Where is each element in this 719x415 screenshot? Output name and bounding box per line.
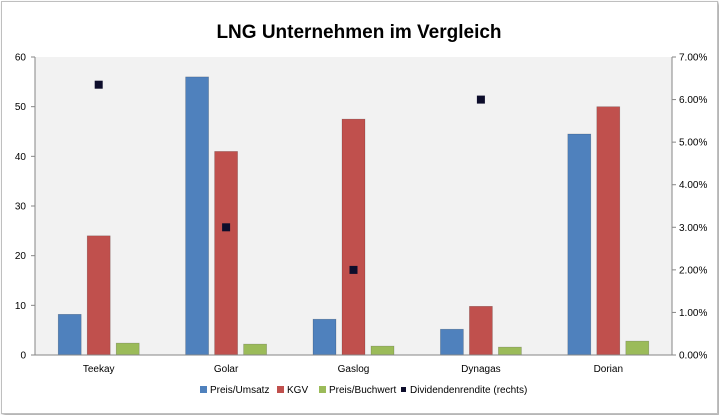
bar-preis-umsatz-gaslog [312,318,337,356]
legend-label-preis-umsatz: Preis/Umsatz [210,385,269,396]
bar-preis-buchwert-dorian [625,340,650,356]
bar-preis-umsatz-dynagas [440,328,464,356]
y-right-tick-label: 5.00% [679,138,707,149]
bar-preis-buchwert-dynagas [498,346,522,356]
x-tick-label-gaslog: Gaslog [338,364,370,375]
chart-title: LNG Unternehmen im Vergleich [216,22,501,43]
marker-dividendenrendite-gaslog [349,265,358,274]
y-right-tick-label: 1.00% [679,308,707,319]
marker-dividendenrendite-dynagas [476,95,485,104]
marker-dividendenrendite-teekay [94,80,103,89]
legend: Preis/Umsatz KGV Preis/Buchwert Dividendenr… [200,385,527,396]
y-left-tick-label: 10 [15,301,27,312]
x-tick-label-dynagas: Dynagas [461,364,500,375]
legend-swatch-preis-buchwert [319,386,326,393]
y-right-tick-label: 2.00% [679,265,707,276]
legend-label-dividendenrendite-rechts: Dividendenrendite (rechts) [410,385,527,396]
bar-kgv-teekay [86,235,111,356]
legend-swatch-dividendenrendite-rechts [401,387,406,392]
x-tick-label-golar: Golar [214,364,239,375]
y-left-tick-label: 50 [15,102,27,113]
y-right-tick-label: 7.00% [679,53,707,64]
legend-swatch-kgv [277,386,284,393]
x-tick-label-dorian: Dorian [594,364,623,375]
y-left-tick-label: 0 [20,351,26,362]
bar-kgv-dorian [596,106,621,356]
x-tick-label-teekay: Teekay [83,364,115,375]
y-right-tick-label: 4.00% [679,180,707,191]
legend-swatch-preis-umsatz [200,386,207,393]
bar-preis-buchwert-teekay [115,342,140,356]
y-left-tick-label: 40 [15,152,27,163]
bar-preis-umsatz-golar [185,76,209,356]
bar-preis-umsatz-teekay [57,313,82,356]
y-right-tick-label: 6.00% [679,95,707,106]
y-right-tick-label: 3.00% [679,223,707,234]
bar-kgv-golar [214,151,238,356]
legend-label-kgv: KGV [287,385,308,396]
bar-preis-buchwert-gaslog [370,345,395,356]
bar-kgv-dynagas [469,305,493,356]
bar-preis-buchwert-golar [243,343,267,356]
marker-dividendenrendite-golar [222,223,231,232]
bar-preis-umsatz-dorian [567,133,592,356]
legend-label-preis-buchwert: Preis/Buchwert [329,385,396,396]
y-left-tick-label: 30 [15,202,27,213]
bar-kgv-gaslog [341,118,366,356]
y-left-tick-label: 20 [15,251,27,262]
y-right-tick-label: 0.00% [679,351,707,362]
y-left-tick-label: 60 [15,53,27,64]
